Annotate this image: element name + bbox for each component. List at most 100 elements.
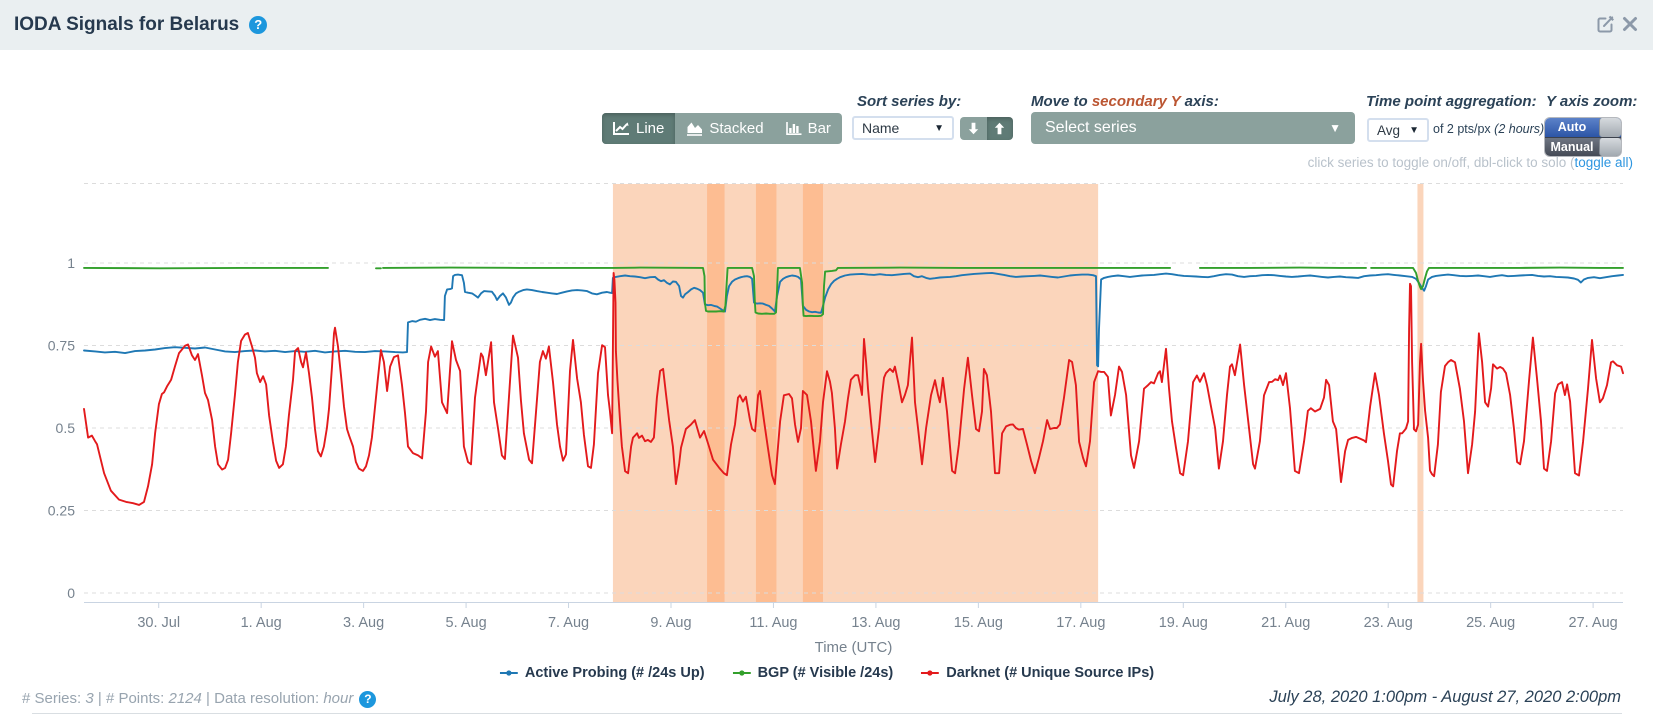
x-tick-label: 5. Aug	[446, 615, 487, 631]
legend-item[interactable]: Darknet (# Unique Source IPs)	[921, 665, 1154, 681]
x-tick-label: 27. Aug	[1569, 615, 1618, 631]
x-tick-label: 3. Aug	[343, 615, 384, 631]
title-help-icon[interactable]: ?	[249, 16, 268, 34]
points-count: 2124	[168, 690, 202, 707]
switch-knob	[1599, 118, 1621, 137]
footer-divider	[32, 713, 1622, 714]
meta-help-icon[interactable]: ?	[359, 690, 377, 708]
series-line	[83, 271, 1624, 506]
y-zoom-auto-button[interactable]: Auto	[1545, 118, 1621, 137]
aggregation-select[interactable]: Avg ▼	[1367, 118, 1429, 142]
chart-legend: Active Probing (# /24s Up) BGP (# Visible…	[499, 665, 1154, 681]
series-count: 3	[85, 690, 94, 707]
meta-separator: |	[201, 690, 215, 707]
resolution-label: Data resolution:	[214, 690, 324, 707]
y-tick-label: 0.75	[48, 338, 75, 354]
legend-label: Darknet (# Unique Source IPs)	[946, 665, 1155, 681]
x-tick-label: 30. Jul	[137, 615, 180, 631]
alert-band	[755, 184, 777, 602]
x-axis-title: Time (UTC)	[815, 639, 893, 656]
sort-series-label: Sort series by:	[857, 93, 962, 110]
x-tick-label: 15. Aug	[954, 615, 1003, 631]
x-tick-label: 17. Aug	[1056, 615, 1105, 631]
x-tick-label: 23. Aug	[1364, 615, 1413, 631]
aggregation-detail-plain: of 2 pts/px	[1433, 122, 1495, 136]
legend-marker-icon	[732, 670, 751, 676]
date-range: July 28, 2020 1:00pm - August 27, 2020 2…	[1269, 688, 1621, 706]
dropdown-caret-icon: ▼	[1409, 124, 1419, 136]
alert-band	[1417, 184, 1424, 602]
y-tick-label: 1	[67, 255, 75, 271]
y-zoom-label: Y axis zoom:	[1546, 93, 1638, 110]
y-axis-zoom-toggle: Auto Manual	[1545, 118, 1621, 156]
chart-type-bar-button[interactable]: Bar	[775, 113, 842, 144]
chart-bar-icon	[785, 122, 802, 135]
toggle-note-text: click series to toggle on/off, dbl-click…	[1307, 155, 1575, 170]
series-toggle-note: click series to toggle on/off, dbl-click…	[1308, 155, 1633, 170]
aggregation-detail: of 2 pts/px (2 hours)	[1433, 122, 1544, 136]
x-tick-label: 11. Aug	[749, 615, 797, 631]
data-resolution: hour	[323, 690, 354, 707]
aggregation-label: Time point aggregation:	[1366, 93, 1537, 110]
meta-separator: |	[93, 690, 106, 707]
switch-knob	[1599, 138, 1621, 156]
toggle-note-close-paren: )	[1628, 155, 1634, 170]
y-tick-label: 0.25	[48, 503, 75, 519]
legend-item[interactable]: Active Probing (# /24s Up)	[499, 665, 705, 681]
widget-title: IODA Signals for Belarus	[14, 14, 240, 35]
chart-line-icon	[613, 122, 629, 135]
y-zoom-manual-label: Manual	[1550, 140, 1594, 154]
series-line	[382, 266, 1172, 318]
chart-type-stacked-button[interactable]: Stacked	[675, 113, 774, 144]
secondary-axis-select[interactable]: Select series ▼	[1031, 112, 1355, 144]
secondary-axis-placeholder: Select series	[1045, 119, 1137, 136]
aggregation-value: Avg	[1377, 122, 1401, 138]
chart-type-toggle: Line Stacked Bar	[602, 113, 842, 144]
sort-ascending-button[interactable]	[986, 117, 1013, 140]
series-label: # Series:	[22, 690, 86, 707]
move-axis-label-prefix: Move to	[1031, 93, 1092, 110]
alert-band	[707, 184, 725, 602]
legend-item[interactable]: BGP (# Visible /24s)	[732, 665, 894, 681]
x-tick-label: 9. Aug	[650, 615, 691, 631]
dropdown-caret-icon: ▼	[1329, 121, 1341, 135]
x-tick-label: 19. Aug	[1159, 615, 1208, 631]
chart-canvas: 0 0.25 0.5 0.75 1 30. Jul 1. Aug 3. Aug 5. Aug 7.…	[48, 183, 1624, 656]
sort-by-select[interactable]: Name ▼	[852, 116, 954, 140]
points-label: # Points:	[105, 690, 169, 707]
x-tick-label: 21. Aug	[1261, 615, 1310, 631]
y-tick-label: 0	[67, 585, 75, 601]
sort-direction-toggle	[960, 117, 1013, 140]
sort-by-value: Name	[862, 120, 900, 136]
x-tick-label: 25. Aug	[1466, 615, 1515, 631]
chart-type-line-button[interactable]: Line	[602, 113, 676, 144]
move-axis-label: Move to secondary Y axis:	[1031, 93, 1219, 110]
chart-meta: # Series: 3 | # Points: 2124 | Data reso…	[22, 690, 377, 708]
alert-band	[802, 184, 823, 602]
toggle-all-link[interactable]: toggle all	[1574, 155, 1629, 170]
series-line	[1370, 266, 1624, 291]
timeseries-chart[interactable]: 0 0.25 0.5 0.75 1 30. Jul 1. Aug 3. Aug 5. Aug 7.…	[0, 170, 1653, 660]
chart-area-icon	[687, 122, 703, 136]
legend-label: BGP (# Visible /24s)	[757, 665, 894, 681]
chart-type-label: Bar	[807, 120, 831, 137]
dropdown-caret-icon: ▼	[934, 122, 944, 134]
y-zoom-manual-button[interactable]: Manual	[1545, 137, 1621, 156]
widget-header: IODA Signals for Belarus ?	[0, 0, 1653, 50]
y-tick-label: 0.5	[56, 420, 76, 436]
x-tick-label: 1. Aug	[241, 615, 282, 631]
legend-marker-icon	[499, 670, 518, 676]
header-left: IODA Signals for Belarus ?	[14, 0, 268, 50]
x-tick-label: 13. Aug	[851, 615, 900, 631]
chart-type-label: Stacked	[709, 120, 764, 137]
legend-marker-icon	[921, 670, 940, 676]
secondary-y-highlight: secondary Y	[1091, 93, 1181, 110]
sort-descending-button[interactable]	[960, 117, 987, 140]
aggregation-detail-italic: (2 hours)	[1494, 122, 1545, 136]
y-zoom-auto-label: Auto	[1557, 120, 1587, 134]
alert-band	[612, 184, 1099, 602]
edit-icon[interactable]	[1596, 14, 1616, 34]
x-tick-label: 7. Aug	[548, 615, 589, 631]
close-icon[interactable]	[1622, 16, 1638, 32]
arrow-up-icon	[995, 122, 1005, 135]
